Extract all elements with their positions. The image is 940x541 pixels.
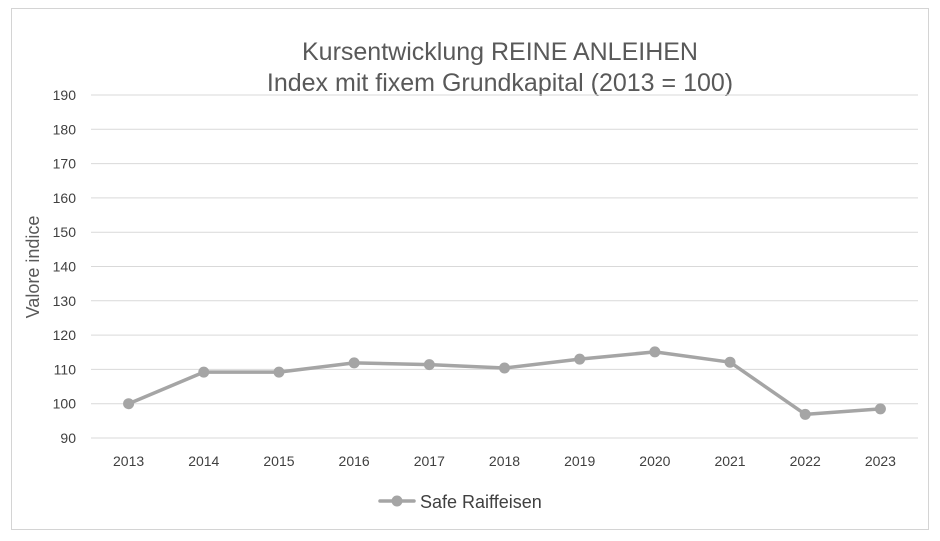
x-axis-ticks: 2013 2014 2015 2016 2017 2018 2019 2020 2021 2022… <box>113 453 896 469</box>
y-tick-label: 180 <box>53 121 77 137</box>
legend-entry-safe-raiffeisen: Safe Raiffeisen <box>420 492 542 512</box>
y-tick-label: 130 <box>53 293 77 309</box>
chart-title-line1: Kursentwicklung REINE ANLEIHEN <box>302 38 698 66</box>
x-tick-label: 2020 <box>639 453 670 469</box>
y-tick-label: 170 <box>53 156 77 172</box>
y-tick-label: 90 <box>60 430 76 446</box>
x-tick-label: 2021 <box>714 453 745 469</box>
x-tick-label: 2022 <box>790 453 821 469</box>
legend-marker-swatch <box>391 495 403 507</box>
series-line <box>126 350 883 417</box>
y-tick-label: 160 <box>53 190 77 206</box>
x-tick-label: 2023 <box>865 453 896 469</box>
data-point-2022 <box>799 408 811 420</box>
data-point-2014 <box>198 366 210 378</box>
chart-title-line2: Index mit fixem Grundkapital (2013 = 100… <box>267 69 733 97</box>
x-tick-label: 2017 <box>414 453 445 469</box>
data-point-2020 <box>649 346 661 358</box>
y-tick-label: 190 <box>53 87 77 103</box>
y-axis-label: Valore indice <box>23 216 43 319</box>
y-tick-label: 100 <box>53 396 77 412</box>
data-point-2019 <box>574 353 586 365</box>
data-point-2013 <box>123 398 135 410</box>
y-tick-label: 120 <box>53 327 77 343</box>
x-tick-label: 2014 <box>188 453 219 469</box>
x-tick-label: 2019 <box>564 453 595 469</box>
x-tick-label: 2016 <box>339 453 370 469</box>
data-point-2018 <box>499 362 510 374</box>
data-point-2023 <box>874 403 886 415</box>
data-point-2016 <box>348 357 360 369</box>
y-tick-label: 110 <box>54 361 77 377</box>
x-tick-label: 2015 <box>263 453 294 469</box>
y-axis-ticks: 90 100 110 120 130 140 150 160 170 180 190 <box>53 87 77 446</box>
data-point-2017 <box>423 359 435 371</box>
x-tick-label: 2013 <box>113 453 144 469</box>
y-tick-label: 140 <box>53 259 77 275</box>
gridlines <box>91 94 918 439</box>
data-point-2015 <box>273 366 285 378</box>
series-safe-raiffeisen <box>123 346 886 420</box>
legend: Safe Raiffeisen <box>378 492 542 512</box>
x-tick-label: 2018 <box>489 453 520 469</box>
data-point-2021 <box>724 356 736 368</box>
y-tick-label: 150 <box>53 224 77 240</box>
